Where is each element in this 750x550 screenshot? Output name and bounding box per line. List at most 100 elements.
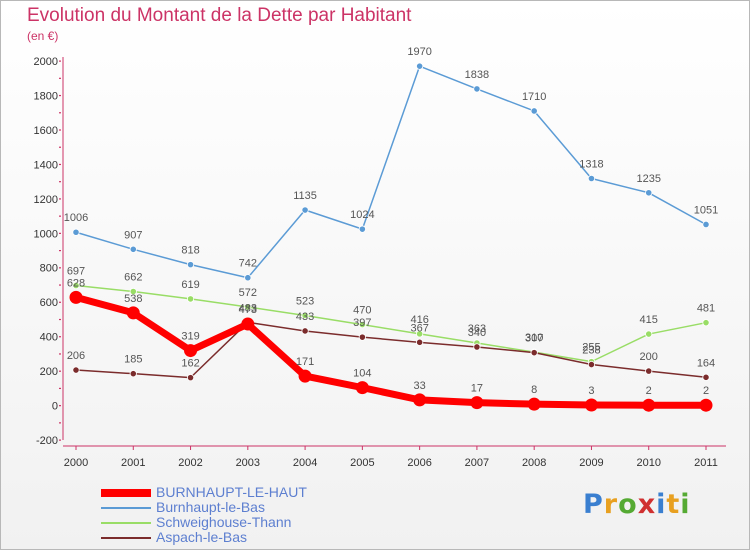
data-label: 416 (410, 314, 428, 326)
logo-letter: x (637, 489, 657, 520)
y-minor-tick (59, 94, 61, 97)
legend-swatch (101, 489, 151, 497)
data-label: 415 (640, 314, 658, 326)
data-label: 1135 (293, 190, 317, 202)
y-minor-tick (59, 387, 61, 390)
x-tick-label: 2005 (350, 457, 374, 469)
series-line-3 (75, 321, 707, 379)
data-label: 628 (67, 277, 85, 289)
series-point-1 (416, 62, 424, 70)
series-point-2 (416, 330, 424, 338)
series-point-3 (530, 349, 538, 357)
y-tick-label: 200 (40, 366, 58, 378)
data-label: 255 (582, 342, 600, 354)
data-label: 363 (468, 323, 486, 335)
series-point-1 (702, 220, 710, 229)
legend-label: BURNHAUPT-LE-HAUT (156, 484, 307, 500)
y-tick-label: 600 (40, 297, 58, 309)
data-label: 572 (239, 287, 257, 299)
y-minor-tick (59, 301, 61, 303)
data-label: 662 (124, 272, 142, 284)
series-line-1 (75, 65, 707, 279)
series-point-3 (129, 370, 137, 378)
data-label: 206 (67, 350, 85, 362)
data-label: 742 (239, 258, 257, 270)
y-minor-tick (59, 405, 61, 407)
series-point-2 (72, 281, 80, 290)
y-minor-tick (59, 422, 61, 424)
series-point-3 (72, 366, 80, 374)
y-minor-tick (59, 250, 61, 252)
y-minor-tick (59, 284, 61, 286)
series-point-2 (645, 330, 653, 338)
series-point-3 (358, 333, 366, 341)
y-tick-label: 800 (40, 263, 58, 275)
series-point-0 (355, 381, 369, 395)
data-label: 162 (181, 358, 199, 370)
x-tick-label: 2011 (694, 457, 718, 469)
y-minor-tick (59, 60, 61, 62)
logo-letter: o (618, 489, 638, 520)
data-label: 367 (410, 322, 428, 334)
y-minor-tick (59, 232, 61, 234)
data-label: 2 (646, 385, 652, 397)
series-point-1 (473, 85, 481, 93)
data-label: 185 (124, 354, 142, 366)
x-tick-label: 2010 (636, 457, 660, 469)
legend-label: Burnhaupt-le-Bas (156, 499, 265, 515)
series-point-3 (587, 360, 596, 369)
data-label: 33 (414, 380, 426, 392)
data-label: 470 (353, 305, 371, 317)
data-label: 200 (640, 351, 658, 363)
y-tick-label: 1200 (34, 194, 58, 206)
series-point-1 (244, 274, 252, 282)
series-line-0 (72, 293, 710, 409)
series-point-2 (702, 319, 710, 327)
proxiti-logo: Proxiti (583, 489, 691, 520)
series-point-1 (72, 228, 80, 236)
y-tick-label: 1800 (34, 90, 58, 102)
series-point-2 (244, 303, 252, 311)
series-point-3 (301, 327, 309, 335)
series-point-0 (69, 290, 83, 304)
series-point-1 (530, 107, 538, 115)
data-label: 319 (181, 331, 199, 343)
data-label: 473 (239, 304, 257, 316)
x-tick-label: 2002 (178, 457, 202, 469)
data-label: 3 (588, 385, 594, 397)
series-point-1 (358, 225, 366, 233)
logo-letter: i (656, 489, 667, 520)
data-label: 1318 (579, 158, 603, 170)
y-minor-tick (59, 267, 61, 269)
data-label: 697 (67, 265, 85, 277)
data-label: 307 (525, 333, 543, 345)
series-point-0 (298, 369, 312, 383)
y-minor-tick (59, 112, 61, 114)
y-tick-label: 2000 (34, 56, 58, 68)
data-label: 483 (239, 302, 257, 314)
data-label: 2 (703, 385, 709, 397)
logo-letter: i (680, 489, 691, 520)
y-minor-tick (59, 370, 61, 372)
y-tick-label: 400 (40, 332, 58, 344)
y-minor-tick (59, 129, 61, 131)
series-point-0 (241, 317, 255, 331)
series-point-1 (186, 261, 195, 269)
y-minor-tick (59, 336, 61, 338)
x-tick-label: 2008 (522, 457, 546, 469)
data-label: 433 (296, 311, 314, 323)
y-minor-tick (59, 353, 61, 355)
series-point-1 (645, 189, 653, 197)
logo-letter: P (583, 489, 604, 520)
series-point-2 (186, 295, 195, 303)
series-line-2 (75, 284, 707, 363)
chart-title: Evolution du Montant de la Dette par Hab… (27, 5, 412, 26)
y-tick-label: 1000 (34, 228, 58, 240)
y-tick-label: -200 (36, 435, 58, 447)
data-label: 1838 (465, 69, 489, 81)
y-minor-tick (59, 318, 61, 321)
data-label: 523 (296, 295, 314, 307)
series-point-2 (301, 311, 309, 320)
